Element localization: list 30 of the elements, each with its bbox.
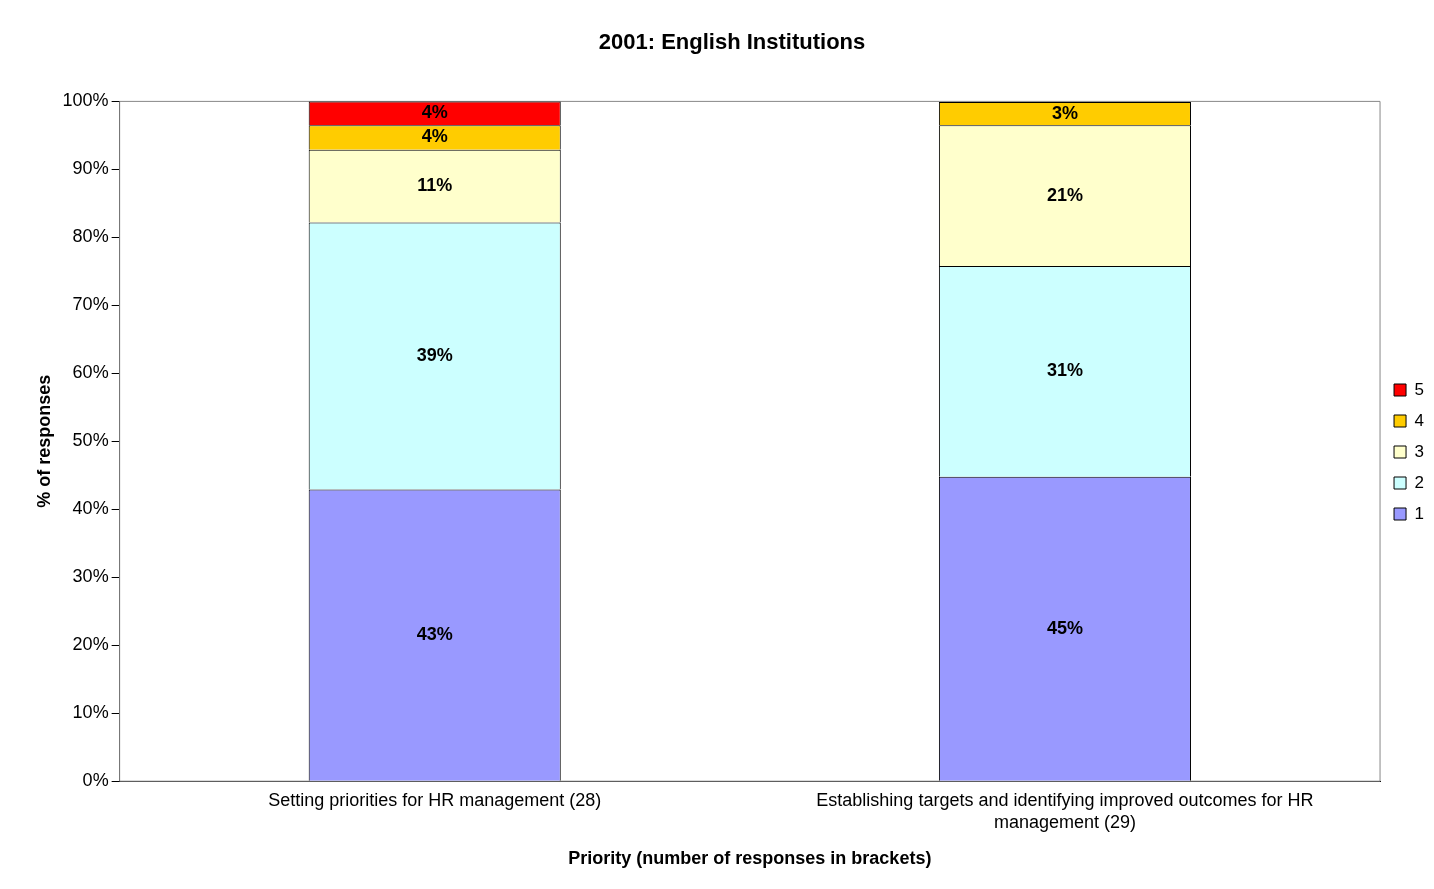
legend-label: 2 <box>1414 472 1425 492</box>
y-tick-label: 70% <box>72 294 109 315</box>
data-label: 21% <box>1046 184 1083 205</box>
legend-label: 3 <box>1414 441 1425 461</box>
y-tick-label: 20% <box>72 634 109 655</box>
y-tick-label: 100% <box>62 90 109 111</box>
y-tick-label: 60% <box>72 362 109 383</box>
data-label: 31% <box>1046 360 1083 381</box>
y-tick-label: 30% <box>72 566 109 587</box>
x-tick-label: Establishing targets and identifying improved outcomes for HR management (29) <box>816 789 1314 832</box>
y-tick-label: 80% <box>72 226 109 247</box>
y-tick-label: 0% <box>82 770 109 791</box>
data-label: 39% <box>416 344 453 365</box>
chart-title: 2001: English Institutions <box>598 29 866 55</box>
y-tick-label: 10% <box>72 702 109 723</box>
x-tick-label: Setting priorities for HR management (28) <box>268 789 602 810</box>
data-label: 43% <box>416 624 453 645</box>
data-label: 45% <box>1046 617 1083 638</box>
data-label: 3% <box>1051 102 1078 123</box>
legend-label: 5 <box>1414 379 1425 399</box>
y-tick-label: 50% <box>72 430 109 451</box>
y-tick-label: 40% <box>72 498 109 519</box>
y-axis-title: % of responses <box>33 374 54 508</box>
legend-label: 4 <box>1414 410 1425 430</box>
legend-label: 1 <box>1414 503 1425 523</box>
x-axis-title: Priority (number of responses in brackets) <box>568 848 932 869</box>
data-label: 4% <box>421 126 448 147</box>
y-tick-label: 90% <box>72 158 109 179</box>
data-label: 11% <box>417 175 453 195</box>
data-label: 4% <box>421 102 448 123</box>
